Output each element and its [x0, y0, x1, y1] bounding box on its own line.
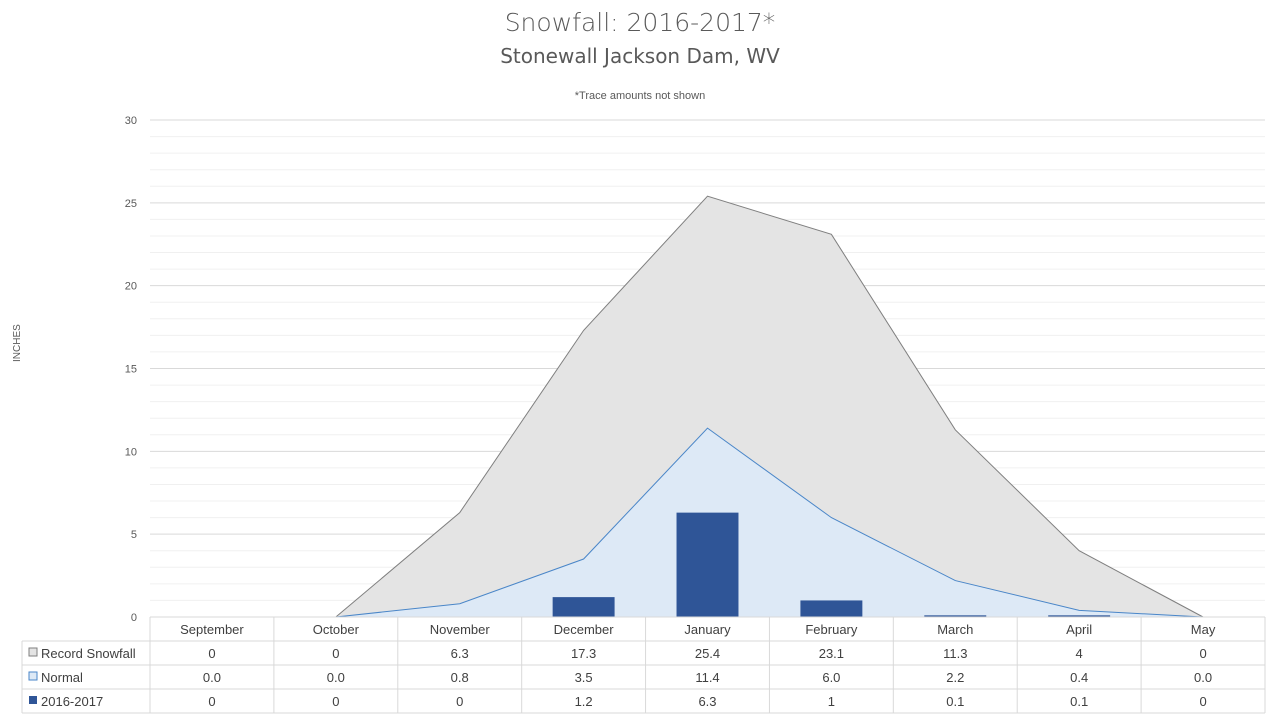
data-label: 23.1 — [819, 646, 844, 661]
legend-key — [28, 671, 38, 681]
data-label: 6.3 — [451, 646, 469, 661]
data-label: 17.3 — [571, 646, 596, 661]
data-label: 0.0 — [1194, 670, 1212, 685]
x-category-label: April — [1066, 622, 1092, 637]
bar-april — [1048, 615, 1111, 617]
data-label: 0.1 — [946, 694, 964, 709]
data-label: 0.0 — [327, 670, 345, 685]
y-tick-label: 30 — [125, 115, 137, 127]
data-label: 0 — [456, 694, 463, 709]
normal-line — [211, 427, 1204, 618]
bar-february — [800, 600, 863, 617]
bar-december — [552, 597, 615, 617]
chart-subtitle: Stonewall Jackson Dam, WV — [500, 44, 780, 68]
y-tick-label: 5 — [131, 529, 137, 541]
data-label: 0 — [1199, 694, 1206, 709]
data-label: 6.0 — [822, 670, 840, 685]
data-label: 0 — [332, 646, 339, 661]
bar-series — [552, 512, 1111, 617]
bar-march — [924, 615, 987, 617]
data-label: 6.3 — [698, 694, 716, 709]
legend-label: 2016-2017 — [41, 694, 103, 709]
y-tick-label: 25 — [125, 198, 137, 210]
data-table: September October November December January F… — [21, 616, 1266, 714]
data-label: 1.2 — [575, 694, 593, 709]
x-category-label: May — [1191, 622, 1216, 637]
data-label: 11.4 — [695, 670, 719, 685]
chart-title: Snowfall: 2016-2017* — [504, 8, 776, 37]
chart-note: *Trace amounts not shown — [574, 90, 706, 102]
y-tick-label: 0 — [131, 612, 137, 624]
y-tick-label: 10 — [125, 446, 137, 458]
y-axis-ticks: 0 5 10 15 20 25 30 — [125, 115, 137, 624]
data-label: 25.4 — [695, 646, 720, 661]
bar-january — [676, 512, 739, 617]
legend-key — [28, 647, 38, 657]
record-snowfall-line — [211, 195, 1204, 618]
data-label: 0.8 — [451, 670, 469, 685]
x-category-label: February — [805, 622, 858, 637]
data-label: 11.3 — [943, 646, 967, 661]
x-category-label: November — [430, 622, 491, 637]
x-category-label: March — [937, 622, 973, 637]
data-label: 2.2 — [946, 670, 964, 685]
data-label: 0.4 — [1070, 670, 1088, 685]
legend-key — [29, 696, 37, 704]
data-label: 0 — [1199, 646, 1206, 661]
x-category-label: September — [180, 622, 244, 637]
record-snowfall-area — [211, 196, 1204, 617]
x-category-label: January — [684, 622, 731, 637]
data-label: 4 — [1076, 646, 1083, 661]
data-label: 0.1 — [1070, 694, 1088, 709]
data-label: 3.5 — [575, 670, 593, 685]
data-label: 0.0 — [203, 670, 221, 685]
data-label: 0 — [208, 646, 215, 661]
data-label: 1 — [828, 694, 835, 709]
x-category-label: December — [554, 622, 615, 637]
legend-label: Normal — [41, 670, 83, 685]
legend-label: Record Snowfall — [41, 646, 136, 661]
x-category-label: October — [313, 622, 360, 637]
y-tick-label: 15 — [125, 364, 137, 376]
data-label: 0 — [208, 694, 215, 709]
y-tick-label: 20 — [125, 281, 137, 293]
data-label: 0 — [332, 694, 339, 709]
